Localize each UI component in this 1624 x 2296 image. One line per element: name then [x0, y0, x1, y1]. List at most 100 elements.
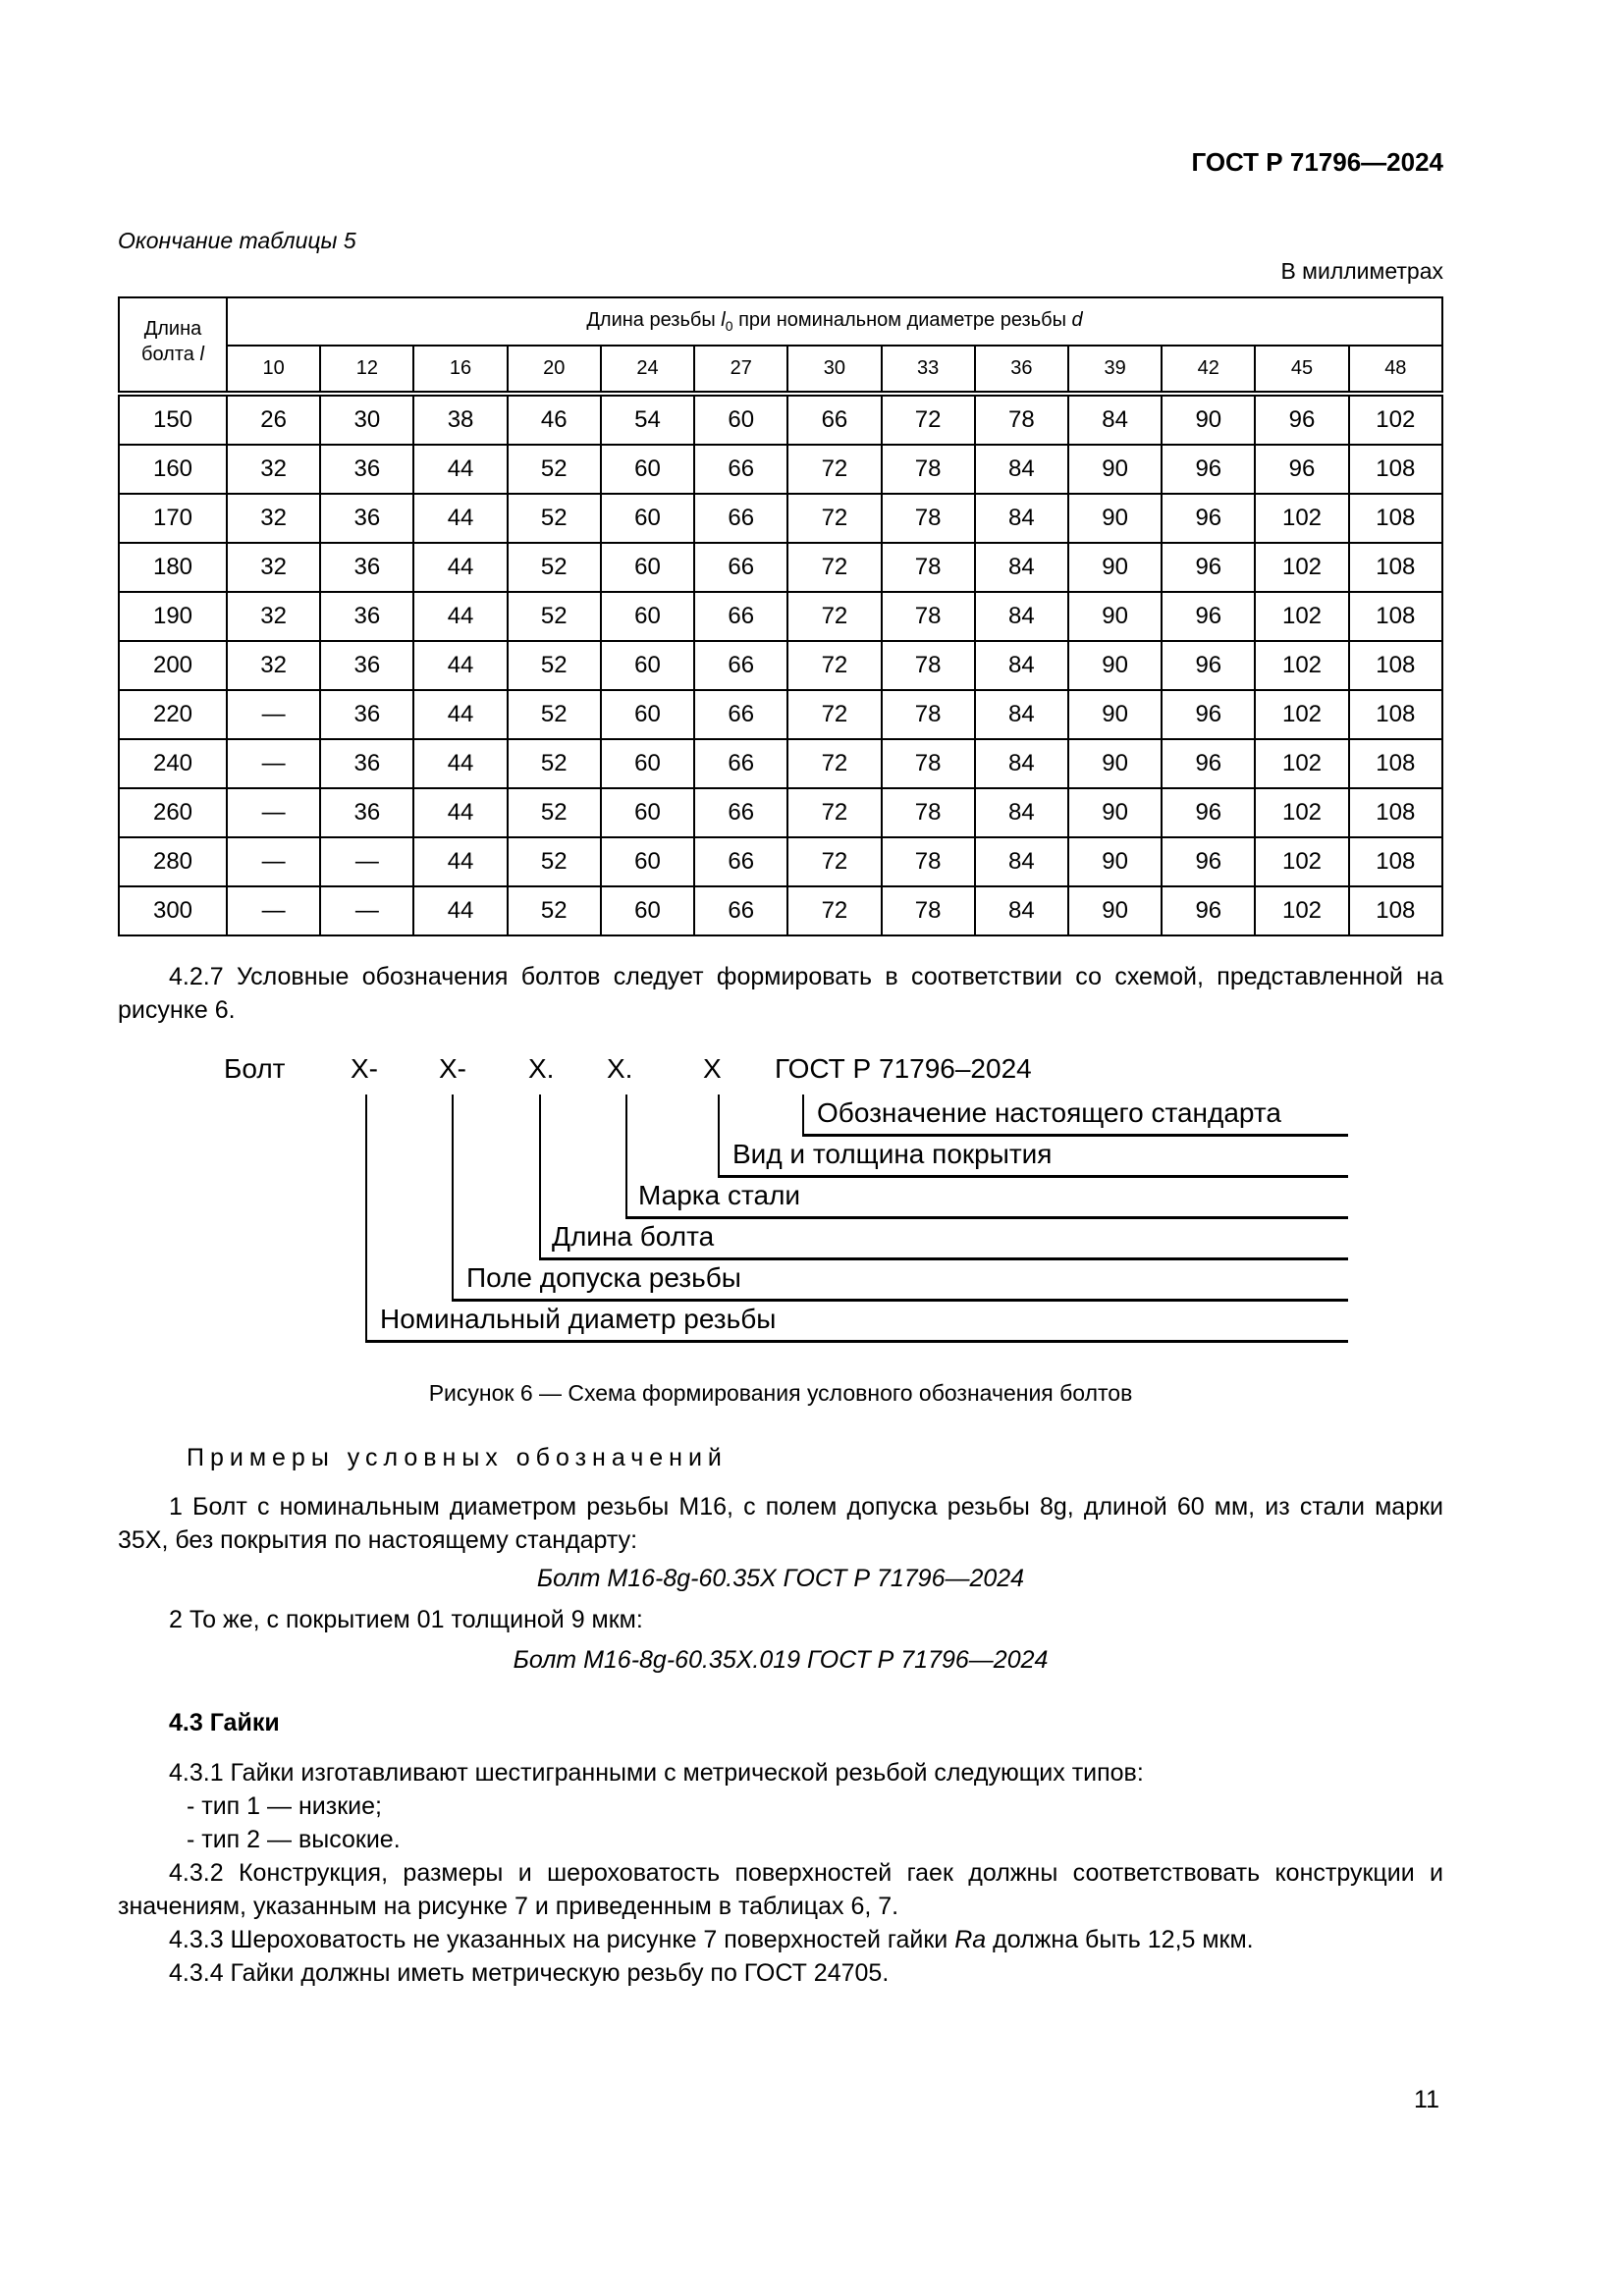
thread-length-cell: 78 — [973, 391, 1069, 446]
thread-length-cell: — — [319, 885, 415, 936]
thread-length-cell: 102 — [1254, 591, 1350, 642]
thread-length-cell: 72 — [880, 391, 976, 446]
thread-length-cell: 90 — [1066, 444, 1164, 495]
thread-length-cell: 60 — [599, 444, 696, 495]
bolt-length-cell: 300 — [118, 885, 228, 936]
col-header-diameter: 16 — [412, 345, 509, 395]
thread-length-cell: 72 — [786, 542, 883, 593]
thread-length-cell: 44 — [412, 689, 509, 740]
thread-length-cell: 60 — [599, 836, 696, 887]
paragraph-4-3-4: 4.3.4 Гайки должны иметь метрическую рез… — [169, 1959, 890, 1987]
figure-caption: Рисунок 6 — Схема формирования условного… — [428, 1380, 1133, 1406]
thread-length-cell: 32 — [225, 444, 322, 495]
label-diameter: Номинальный диаметр резьбы — [380, 1304, 777, 1334]
thread-length-cell: 66 — [693, 836, 789, 887]
thread-length-cell: 36 — [319, 542, 415, 593]
thread-length-cell: 78 — [880, 591, 976, 642]
thread-length-cell: 108 — [1347, 836, 1444, 887]
thread-length-cell: 108 — [1347, 689, 1444, 740]
thread-length-cell: 72 — [786, 493, 883, 544]
thread-length-cell: 72 — [786, 738, 883, 789]
thread-length-cell: 108 — [1347, 493, 1444, 544]
thread-length-cell: 78 — [880, 493, 976, 544]
thread-length-cell: 44 — [412, 591, 509, 642]
col-header-diameter: 45 — [1254, 345, 1350, 395]
col-header-diameter: 27 — [693, 345, 789, 395]
thread-length-cell: 60 — [693, 391, 789, 446]
thread-length-cell: 102 — [1254, 836, 1350, 887]
thread-length-cell: 84 — [973, 493, 1069, 544]
thread-length-cell: 60 — [599, 493, 696, 544]
thread-length-cell: 84 — [973, 738, 1069, 789]
table-row: 190 32 36 44 52 60 66 72 78 84 90 96 102 108 — [118, 591, 1444, 642]
thread-length-cell: 52 — [506, 444, 602, 495]
thread-length-cell: 84 — [973, 591, 1069, 642]
col-header-diameter: 12 — [319, 345, 415, 395]
thread-length-cell: 36 — [319, 640, 415, 691]
thread-length-cell: 96 — [1161, 493, 1257, 544]
thread-length-cell: 60 — [599, 787, 696, 838]
thread-length-cell: 36 — [319, 787, 415, 838]
example-1: 1 Болт с номинальным диаметром резьбы М1… — [118, 1493, 1443, 1554]
paragraph-4-2-7: 4.2.7 Условные обозначения болтов следуе… — [118, 963, 1443, 1024]
thread-length-cell: 60 — [599, 738, 696, 789]
thread-length-cell: 108 — [1347, 885, 1444, 936]
thread-length-cell: 52 — [506, 493, 602, 544]
thread-length-cell: 72 — [786, 787, 883, 838]
thread-length-cell: 84 — [973, 836, 1069, 887]
thread-length-cell: 108 — [1347, 591, 1444, 642]
thread-length-cell: 36 — [319, 493, 415, 544]
thread-length-cell: 96 — [1161, 738, 1257, 789]
thread-length-cell: 84 — [973, 640, 1069, 691]
thread-length-cell: 102 — [1254, 689, 1350, 740]
examples-title: Примеры условных обозначений — [187, 1444, 728, 1471]
thread-length-cell: 90 — [1066, 640, 1164, 691]
thread-length-cell: 66 — [693, 493, 789, 544]
thread-length-cell: 60 — [599, 885, 696, 936]
thread-length-cell: 96 — [1161, 689, 1257, 740]
table-row: 170 32 36 44 52 60 66 72 78 84 90 96 102 108 — [118, 493, 1444, 544]
thread-length-cell: 78 — [880, 542, 976, 593]
label-length: Длина болта — [552, 1221, 715, 1252]
bolt-length-cell: 220 — [118, 689, 228, 740]
thread-length-cell: 96 — [1161, 787, 1257, 838]
thread-length-cell: 90 — [1066, 885, 1164, 936]
document-id: ГОСТ Р 71796—2024 — [1191, 147, 1443, 177]
thread-length-cell: 60 — [599, 640, 696, 691]
thread-length-cell: 78 — [880, 738, 976, 789]
thread-length-cell: 44 — [412, 787, 509, 838]
token-standard: ГОСТ Р 71796–2024 — [775, 1053, 1032, 1084]
thread-length-cell: 44 — [412, 493, 509, 544]
thread-length-cell: 78 — [880, 787, 976, 838]
thread-length-cell: 36 — [319, 689, 415, 740]
thread-length-cell: 66 — [693, 738, 789, 789]
thread-length-cell: 84 — [973, 542, 1069, 593]
thread-length-cell: 90 — [1066, 493, 1164, 544]
bolt-length-cell: 260 — [118, 787, 228, 838]
thread-length-cell: 52 — [506, 738, 602, 789]
thread-length-cell: 32 — [225, 493, 322, 544]
page-number: 11 — [1414, 2086, 1439, 2113]
col-header-diameter: 24 — [599, 345, 696, 395]
thread-length-cell: 52 — [506, 640, 602, 691]
col-header-bolt-length: Длина болта l — [118, 296, 228, 395]
thread-length-cell: 108 — [1347, 787, 1444, 838]
thread-length-cell: 66 — [693, 542, 789, 593]
thread-length-cell: 44 — [412, 738, 509, 789]
group-header: Длина резьбы l0 при номинальном диаметре… — [226, 296, 1443, 347]
thread-length-cell: — — [225, 689, 322, 740]
col-header-diameter: 48 — [1347, 345, 1444, 395]
thread-length-cell: 46 — [506, 391, 602, 446]
thread-length-cell: 52 — [506, 836, 602, 887]
thread-length-cell: 108 — [1347, 738, 1444, 789]
thread-length-cell: 108 — [1347, 640, 1444, 691]
thread-length-cell: 90 — [1161, 391, 1257, 446]
thread-length-cell: — — [225, 787, 322, 838]
thread-length-cell: 44 — [412, 444, 509, 495]
thread-length-cell: — — [319, 836, 415, 887]
thread-length-cell: 36 — [319, 738, 415, 789]
bolt-length-cell: 170 — [118, 493, 228, 544]
thread-length-cell: 96 — [1161, 640, 1257, 691]
bolt-length-cell: 180 — [118, 542, 228, 593]
thread-length-cell: 66 — [786, 391, 883, 446]
